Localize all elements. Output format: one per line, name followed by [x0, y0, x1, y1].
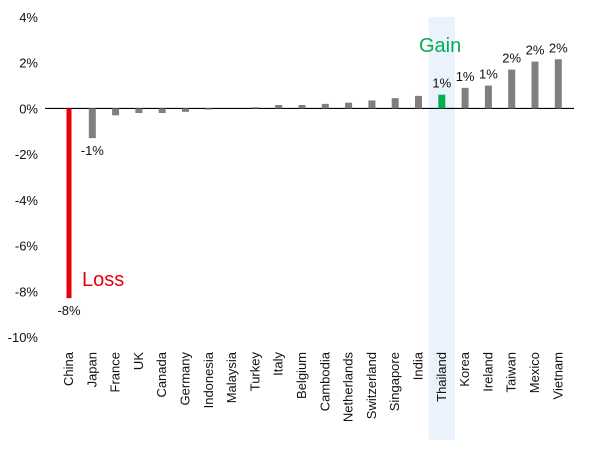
bar-taiwan [508, 69, 516, 109]
y-tick-label: 0% [19, 101, 38, 116]
data-label-japan: -1% [81, 143, 105, 158]
data-label-korea: 1% [456, 69, 475, 84]
bar-thailand [438, 94, 446, 109]
highlight-band [428, 17, 455, 440]
bar-italy [275, 105, 283, 109]
category-label-netherlands: Netherlands [341, 352, 356, 423]
category-label-indonesia: Indonesia [201, 351, 216, 408]
category-label-singapore: Singapore [387, 352, 402, 411]
y-tick-label: 2% [19, 56, 38, 71]
category-label-cambodia: Cambodia [317, 351, 332, 411]
bar-switzerland [368, 100, 376, 109]
bar-ireland [484, 85, 492, 109]
gain-annotation: Gain [419, 35, 461, 57]
category-label-india: India [411, 351, 426, 380]
data-label-china: -8% [57, 303, 81, 318]
bar-turkey [251, 107, 259, 109]
y-tick-label: -10% [8, 330, 39, 345]
category-label-germany: Germany [178, 352, 193, 406]
category-label-belgium: Belgium [294, 352, 309, 399]
y-tick-label: -8% [15, 284, 39, 299]
category-label-ireland: Ireland [480, 352, 495, 392]
y-tick-label: -6% [15, 239, 39, 254]
data-label-mexico: 2% [526, 43, 545, 58]
bar-korea [461, 87, 469, 109]
bar-indonesia [205, 108, 213, 110]
data-label-thailand: 1% [432, 76, 451, 91]
bar-uk [135, 108, 143, 113]
data-label-taiwan: 2% [502, 51, 521, 66]
bar-canada [158, 108, 166, 113]
bar-belgium [298, 105, 306, 109]
category-label-thailand: Thailand [434, 352, 449, 402]
category-label-japan: Japan [84, 352, 99, 387]
category-label-uk: UK [131, 352, 146, 370]
y-tick-label: -4% [15, 193, 39, 208]
category-label-italy: Italy [271, 352, 286, 376]
bar-singapore [391, 98, 399, 109]
category-label-turkey: Turkey [247, 352, 262, 392]
category-label-china: China [61, 351, 76, 386]
data-label-vietnam: 2% [549, 40, 568, 55]
category-label-malaysia: Malaysia [224, 351, 239, 403]
bar-japan [88, 108, 96, 139]
bar-netherlands [345, 102, 353, 109]
bar-france [112, 108, 120, 116]
category-label-canada: Canada [154, 351, 169, 397]
bar-cambodia [321, 103, 329, 109]
y-tick-label: -2% [15, 147, 39, 162]
category-label-taiwan: Taiwan [504, 352, 519, 392]
category-label-switzerland: Switzerland [364, 352, 379, 419]
category-label-france: France [108, 352, 123, 392]
bar-vietnam [554, 59, 562, 109]
bar-india [415, 95, 422, 109]
data-label-ireland: 1% [479, 67, 498, 82]
loss-annotation: Loss [82, 269, 124, 291]
bar-mexico [531, 61, 539, 109]
category-label-korea: Korea [457, 351, 472, 386]
category-label-vietnam: Vietnam [550, 352, 565, 399]
bar-germany [182, 108, 189, 112]
y-tick-label: 4% [19, 10, 38, 25]
bar-china [66, 108, 72, 299]
category-label-mexico: Mexico [527, 352, 542, 393]
